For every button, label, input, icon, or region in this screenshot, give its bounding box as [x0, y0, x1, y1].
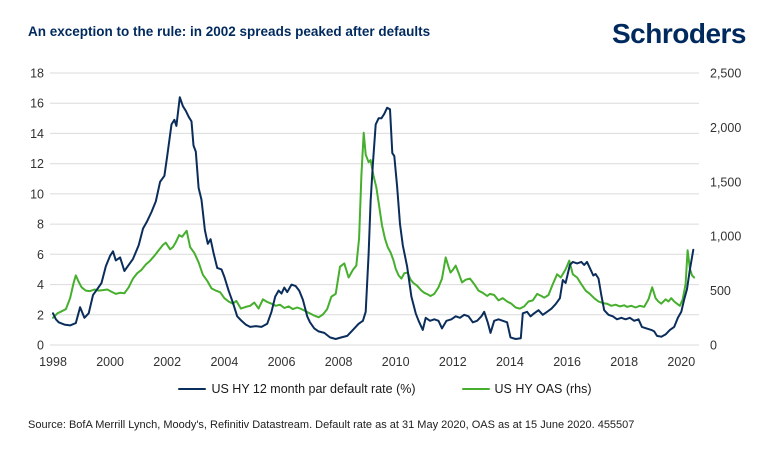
schroders-logo: Schroders [612, 18, 747, 49]
y-right-tick-label: 0 [710, 339, 717, 353]
legend-item-default-rate: US HY 12 month par default rate (%) [178, 382, 416, 396]
legend-label-oas: US HY OAS (rhs) [494, 382, 592, 396]
chart-legend: US HY 12 month par default rate (%) US H… [0, 380, 770, 398]
y-left-tick-label: 0 [37, 339, 44, 353]
source-note: Source: BofA Merrill Lynch, Moody's, Ref… [28, 419, 635, 431]
x-tick-label: 2000 [96, 355, 124, 369]
y-left-tick-label: 10 [30, 187, 44, 201]
legend-line-swatch-navy [178, 387, 207, 391]
y-left-tick-label: 18 [30, 67, 44, 81]
legend-line-swatch-green [461, 387, 490, 391]
x-tick-label: 2010 [382, 355, 410, 369]
chart-title: An exception to the rule: in 2002 spread… [28, 24, 431, 39]
y-left-tick-label: 14 [30, 127, 44, 141]
y-left-tick-label: 12 [30, 157, 44, 171]
x-tick-label: 2014 [496, 355, 524, 369]
x-tick-label: 2012 [439, 355, 467, 369]
x-tick-label: 2020 [667, 355, 695, 369]
legend-item-oas: US HY OAS (rhs) [461, 382, 592, 396]
series-line-default-rate [52, 96, 695, 340]
legend-label-default-rate: US HY 12 month par default rate (%) [211, 382, 416, 396]
x-tick-label: 1998 [39, 355, 67, 369]
y-right-tick-label: 1,500 [710, 175, 741, 189]
y-left-tick-label: 2 [37, 308, 44, 322]
y-right-tick-label: 1,000 [710, 230, 741, 244]
y-left-tick-label: 8 [37, 218, 44, 232]
x-tick-label: 2016 [553, 355, 581, 369]
series-line-oas [52, 131, 696, 319]
y-left-tick-label: 6 [37, 248, 44, 262]
x-tick-label: 2018 [610, 355, 638, 369]
y-right-tick-label: 500 [710, 284, 731, 298]
y-right-tick-label: 2,500 [710, 67, 741, 81]
y-left-tick-label: 16 [30, 97, 44, 111]
x-tick-label: 2006 [268, 355, 296, 369]
y-left-tick-label: 4 [37, 278, 44, 292]
x-tick-label: 2002 [153, 355, 181, 369]
y-right-tick-label: 2,000 [710, 121, 741, 135]
x-tick-label: 2004 [210, 355, 238, 369]
x-tick-label: 2008 [325, 355, 353, 369]
